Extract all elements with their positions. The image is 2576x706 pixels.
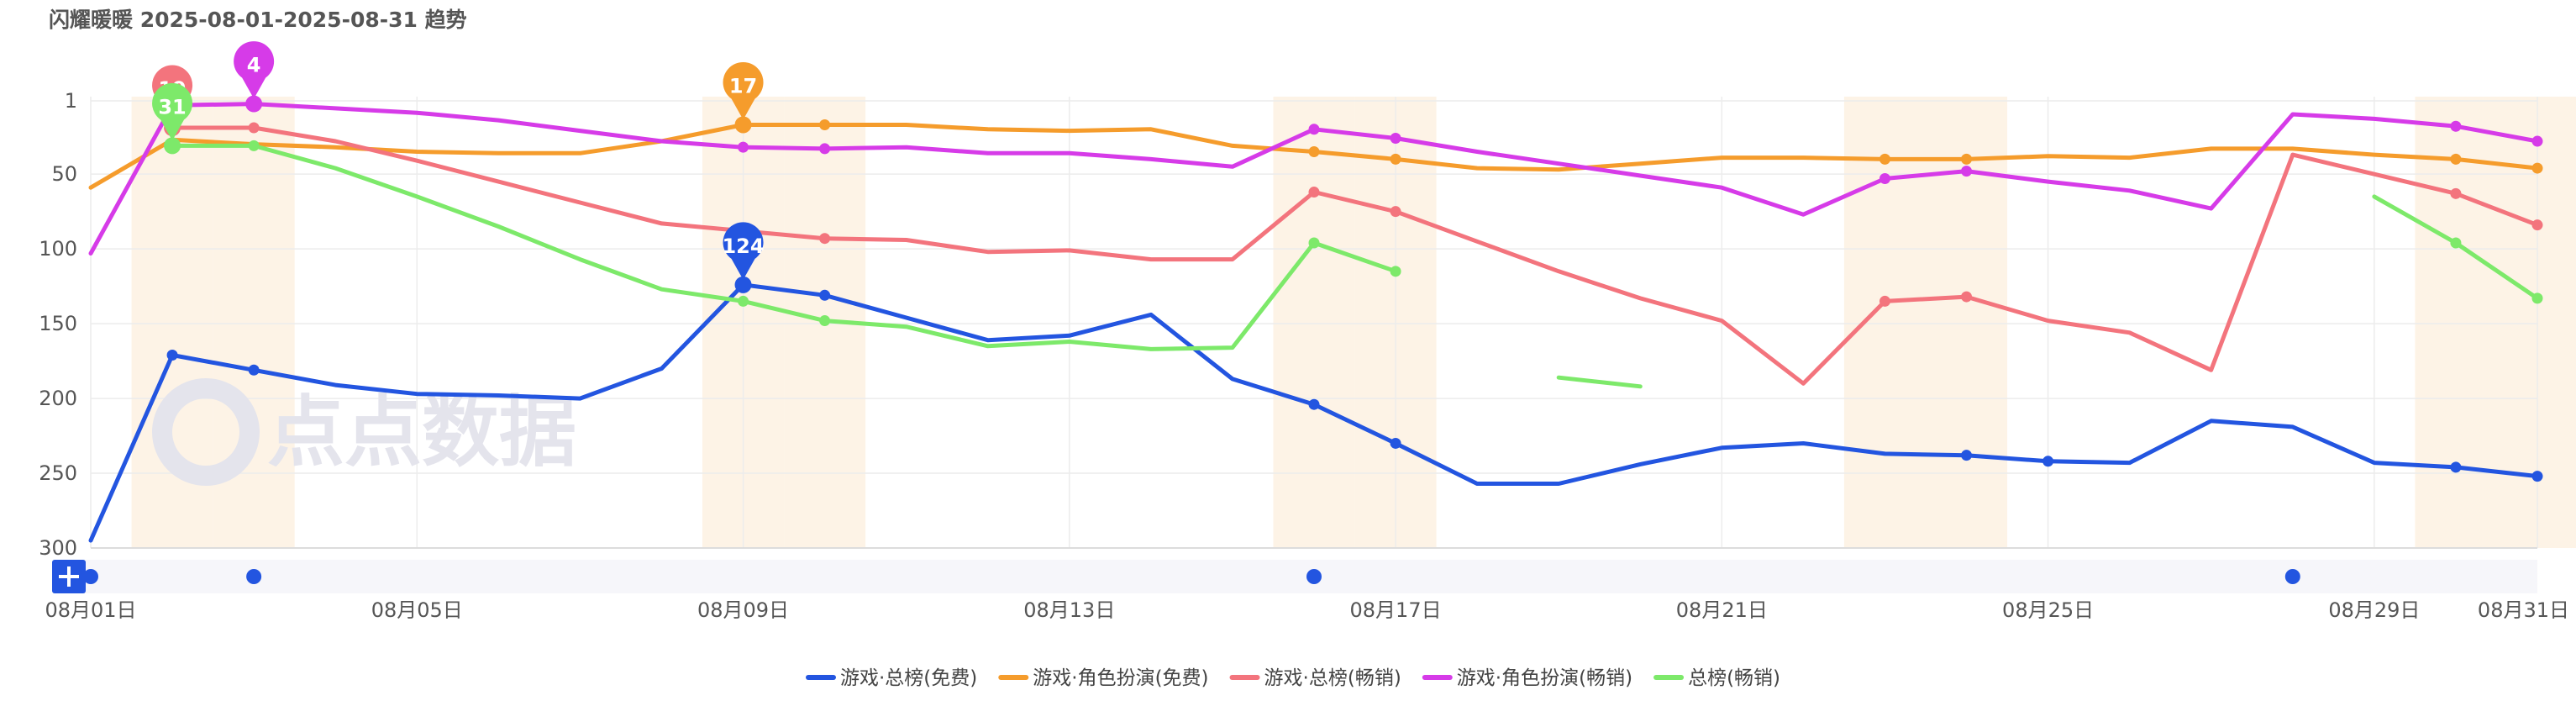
annotation-label: 31 [158,95,186,119]
data-point[interactable] [1879,295,1890,307]
data-point[interactable] [2450,153,2462,165]
data-point[interactable] [819,315,831,327]
annotation-point[interactable] [734,116,752,134]
legend-item[interactable]: 游戏·总榜(畅销) [1264,667,1401,689]
grid-lines [90,97,2538,549]
data-point[interactable] [819,233,831,245]
legend-item[interactable]: 总榜(畅销) [1688,667,1780,689]
data-point[interactable] [248,140,260,151]
data-point[interactable] [738,141,749,153]
data-point[interactable] [2531,219,2543,231]
y-tick-label: 300 [39,536,77,560]
data-point[interactable] [1390,132,1401,144]
data-point[interactable] [2450,237,2462,249]
annotation-pin[interactable] [723,61,764,120]
annotation-label: 124 [722,234,764,258]
annotation-pin[interactable] [234,41,275,99]
annotation-pin[interactable] [152,82,193,141]
annotation-pins: 1931417124 [152,41,765,293]
event-timeline [52,560,2537,593]
data-point[interactable] [2450,187,2462,199]
data-point[interactable] [1308,237,1320,249]
watermark-logo-icon [152,378,260,486]
x-tick-label: 08月09日 [697,598,789,622]
data-point[interactable] [1308,145,1320,157]
y-tick-label: 50 [51,162,77,186]
annotation-point[interactable] [164,137,181,155]
data-point[interactable] [2531,162,2543,174]
data-point[interactable] [1308,398,1320,410]
data-point[interactable] [1879,153,1890,165]
data-point[interactable] [819,143,831,155]
x-axis-ticks: 08月01日 08月05日 08月09日 08月13日 08月17日 08月21日 08月2… [45,598,2569,622]
highlight-bands [131,97,2576,548]
event-marker[interactable] [246,569,262,584]
data-point[interactable] [2531,471,2543,482]
data-point[interactable] [1308,124,1320,135]
data-point[interactable] [1390,153,1401,165]
series-line-3 [170,125,2540,386]
data-point[interactable] [738,295,749,307]
data-point[interactable] [1961,166,1973,177]
y-tick-label: 250 [39,461,77,485]
plus-icon [59,566,79,587]
x-tick-label: 08月01日 [45,598,136,622]
x-tick-label: 08月17日 [1350,598,1442,622]
data-point[interactable] [1390,206,1401,218]
y-tick-label: 100 [39,237,77,261]
x-tick-label: 08月13日 [1023,598,1115,622]
data-point[interactable] [819,119,831,130]
data-point[interactable] [819,289,831,301]
legend-item[interactable]: 游戏·总榜(免费) [840,667,977,689]
annotation-pin[interactable] [723,222,764,280]
annotation-point[interactable] [734,276,752,293]
annotation-label: 17 [729,74,757,97]
data-point[interactable] [1961,153,1973,165]
legend: 游戏·总榜(免费) 游戏·角色扮演(免费) 游戏·总榜(畅销) 游戏·角色扮演(畅销)… [806,667,1780,689]
x-tick-label: 08月05日 [371,598,463,622]
data-point[interactable] [248,122,260,134]
data-point[interactable] [166,349,178,361]
legend-item[interactable]: 游戏·角色扮演(畅销) [1457,667,1632,689]
data-point[interactable] [2042,456,2054,467]
data-point[interactable] [1390,266,1401,277]
data-point[interactable] [1308,187,1320,198]
highlight-band [1273,97,1355,548]
y-tick-label: 150 [39,312,77,335]
event-timeline-bar [57,560,2537,593]
y-tick-label: 200 [39,387,77,410]
y-tick-label: 1 [65,89,77,113]
x-tick-label: 08月29日 [2328,598,2420,622]
annotation-point[interactable] [245,95,263,113]
data-point[interactable] [2531,292,2543,304]
annotation-label: 4 [247,54,261,77]
data-point[interactable] [1961,291,1973,303]
data-point[interactable] [2450,120,2462,132]
data-point[interactable] [1961,450,1973,461]
x-tick-label: 08月31日 [2478,598,2569,622]
chart-title: 闪耀暖暖 2025-08-01-2025-08-31 趋势 [49,8,467,32]
event-marker[interactable] [2284,569,2300,584]
event-marker[interactable] [1306,569,1322,584]
data-point[interactable] [248,364,260,376]
event-marker[interactable] [83,569,98,584]
x-tick-label: 08月25日 [2002,598,2094,622]
x-tick-label: 08月21日 [1676,598,1768,622]
watermark-text: 点点数据 [267,387,576,477]
data-point[interactable] [1879,173,1890,185]
data-point[interactable] [2531,135,2543,147]
watermark: 点点数据 [152,378,576,486]
data-point[interactable] [2450,461,2462,473]
data-point[interactable] [1390,437,1401,449]
legend-item[interactable]: 游戏·角色扮演(免费) [1033,667,1208,689]
